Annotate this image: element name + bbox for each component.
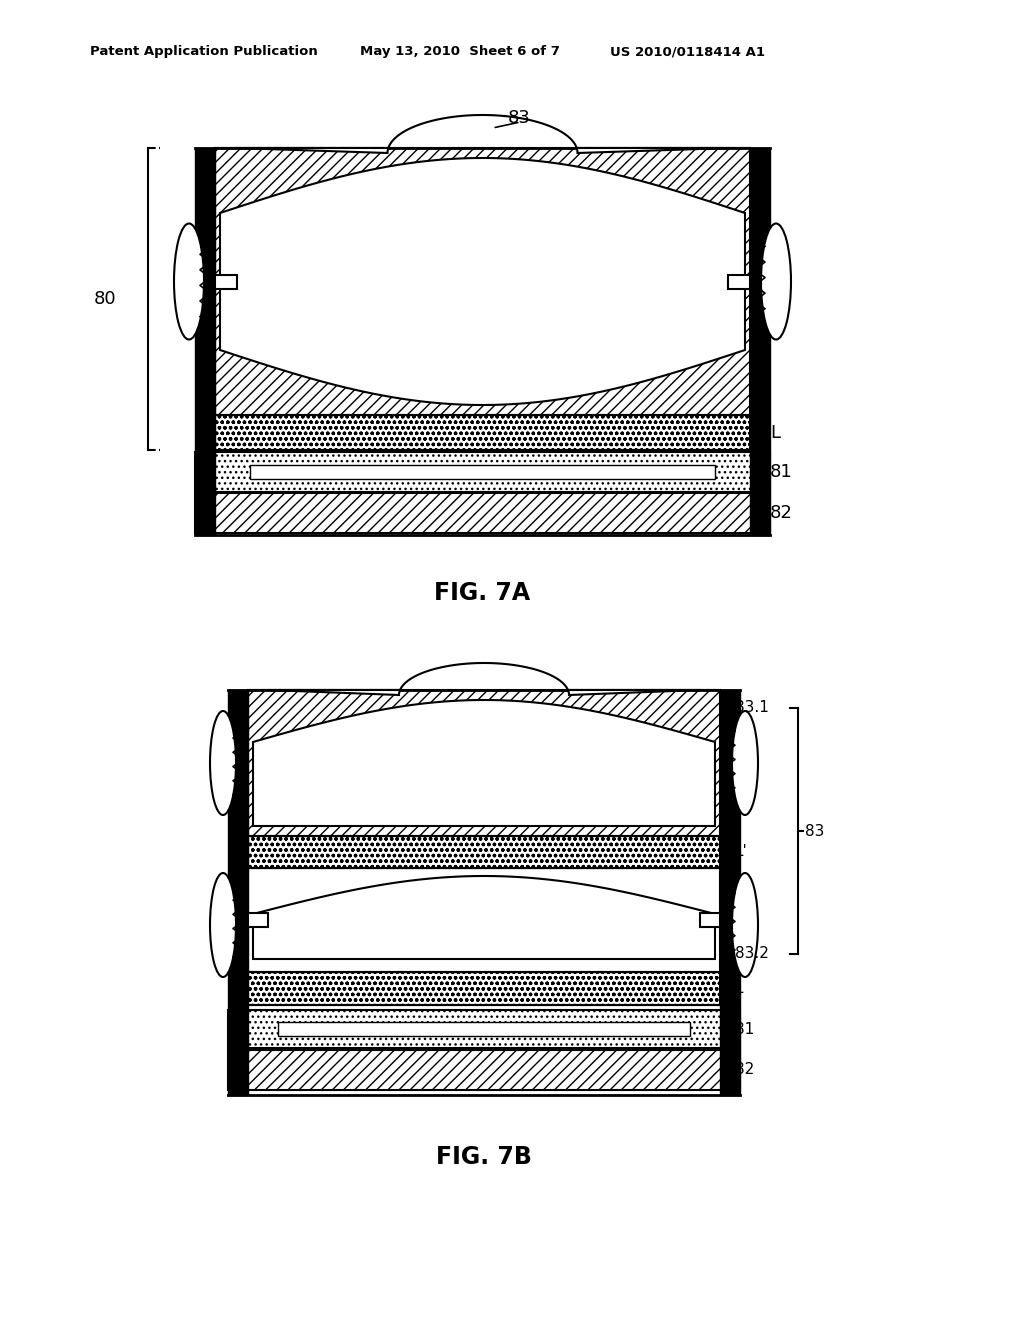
Bar (228, 1010, 740, 1048)
Text: FIG. 7B: FIG. 7B (436, 1144, 531, 1170)
Bar (250, 465, 715, 479)
Text: US 2010/0118414 A1: US 2010/0118414 A1 (610, 45, 765, 58)
Polygon shape (253, 700, 715, 826)
Bar (195, 451, 770, 492)
Polygon shape (220, 158, 745, 405)
Bar (248, 913, 268, 927)
Text: 83.1: 83.1 (735, 701, 769, 715)
Text: 82: 82 (770, 504, 793, 521)
Bar (720, 690, 740, 1096)
Text: 81: 81 (770, 463, 793, 480)
Text: FIG. 7A: FIG. 7A (434, 581, 530, 605)
Bar (278, 1022, 690, 1036)
Bar (248, 690, 720, 836)
Ellipse shape (210, 711, 236, 814)
Bar (728, 275, 750, 289)
Text: Patent Application Publication: Patent Application Publication (90, 45, 317, 58)
Polygon shape (234, 115, 730, 153)
Text: 83.2: 83.2 (735, 946, 769, 961)
Bar (750, 148, 770, 535)
Text: 83: 83 (508, 110, 530, 127)
Bar (248, 972, 720, 1005)
Bar (700, 913, 720, 927)
Ellipse shape (210, 873, 236, 977)
Bar (228, 690, 248, 1096)
Bar (248, 836, 720, 869)
Bar (215, 414, 750, 450)
Ellipse shape (174, 223, 204, 339)
Polygon shape (253, 700, 715, 826)
Text: L: L (735, 981, 743, 997)
Text: L: L (770, 424, 780, 441)
Polygon shape (268, 663, 700, 696)
Bar (215, 275, 237, 289)
Text: L': L' (735, 845, 748, 859)
Bar (215, 148, 750, 414)
Text: 83: 83 (805, 824, 824, 838)
Text: 82: 82 (735, 1063, 755, 1077)
Text: 81: 81 (735, 1022, 755, 1036)
Polygon shape (253, 876, 715, 960)
Ellipse shape (732, 711, 758, 814)
Polygon shape (253, 876, 715, 960)
Bar (195, 148, 215, 535)
Bar (248, 869, 720, 972)
Bar (195, 492, 770, 533)
Text: May 13, 2010  Sheet 6 of 7: May 13, 2010 Sheet 6 of 7 (360, 45, 560, 58)
Ellipse shape (761, 223, 791, 339)
Text: 80: 80 (93, 290, 116, 308)
Ellipse shape (732, 873, 758, 977)
Bar (228, 1049, 740, 1090)
Polygon shape (220, 158, 745, 405)
